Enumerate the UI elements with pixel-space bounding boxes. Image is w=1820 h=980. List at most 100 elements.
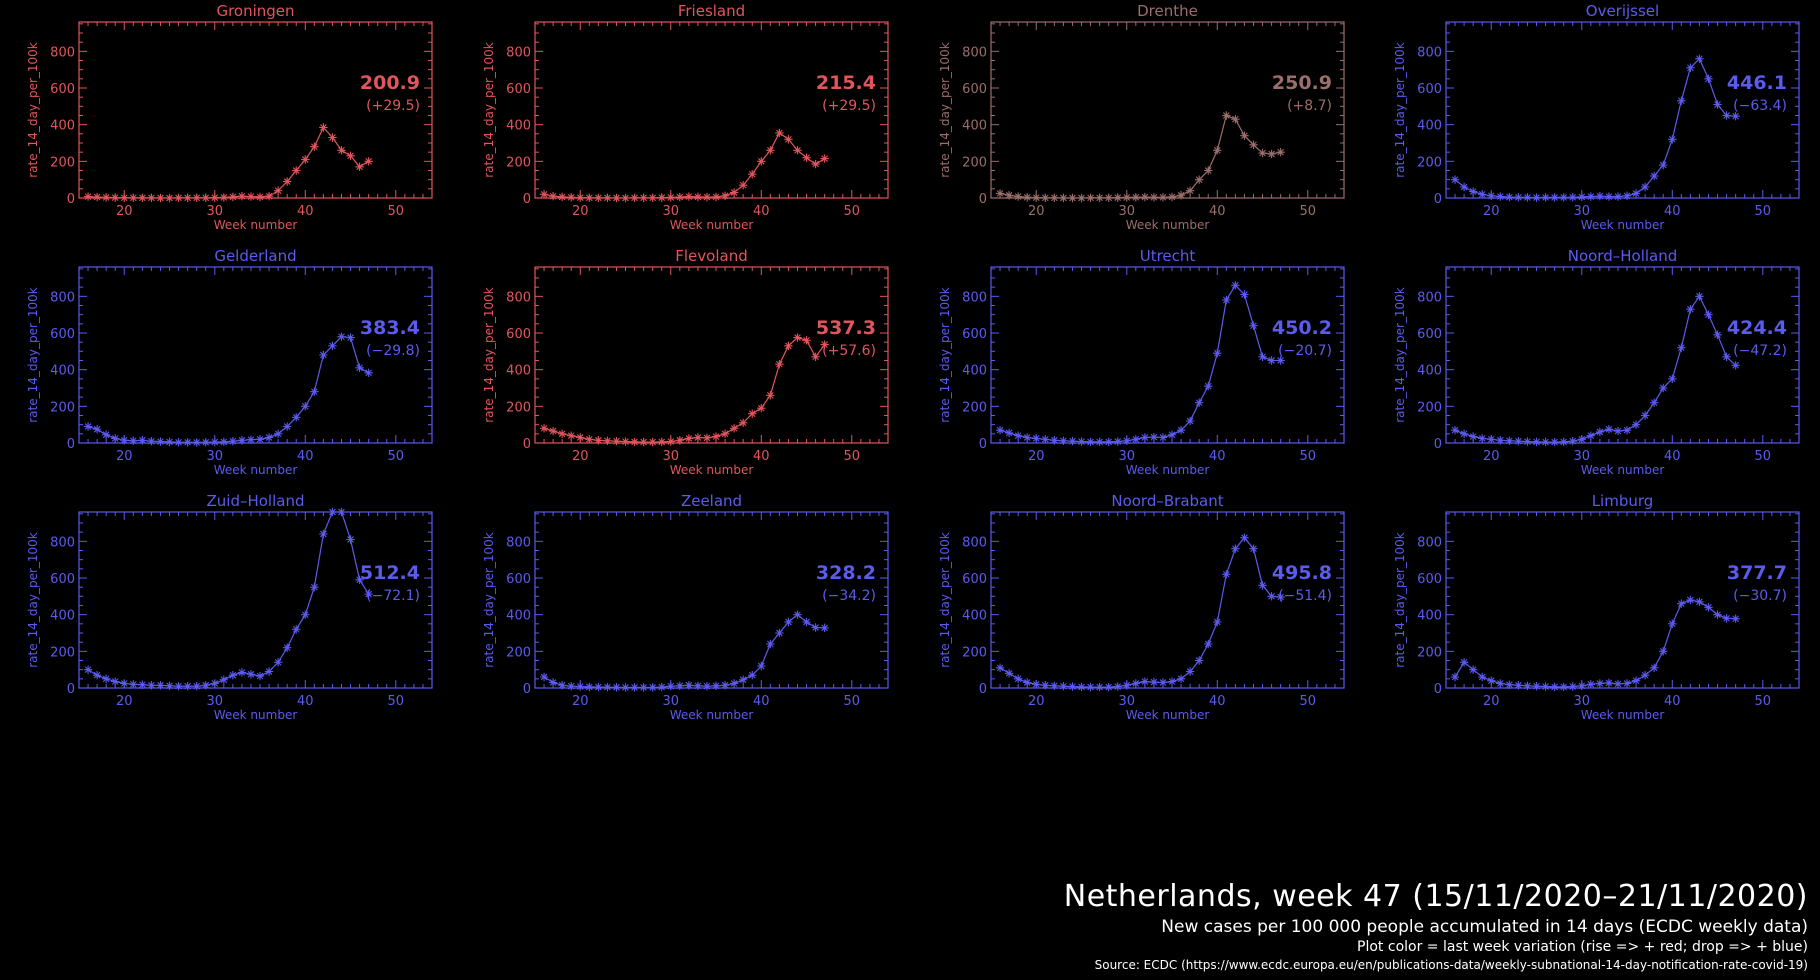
data-point — [1640, 182, 1650, 192]
y-tick-label: 200 — [1417, 400, 1442, 415]
data-point — [174, 193, 183, 203]
data-point — [264, 191, 274, 201]
data-point — [1459, 182, 1469, 192]
data-point — [219, 675, 229, 684]
data-point — [1185, 667, 1195, 676]
data-point — [92, 670, 102, 680]
data-point — [219, 193, 229, 202]
data-point — [1568, 682, 1577, 691]
data-point — [1640, 411, 1650, 420]
data-point — [757, 157, 766, 166]
data-point — [639, 193, 648, 203]
y-axis-label: rate_14_day_per_100k — [26, 42, 40, 178]
data-point — [210, 437, 219, 447]
data-point — [1204, 639, 1213, 649]
data-point — [1722, 111, 1731, 120]
data-point — [292, 166, 301, 175]
data-point — [811, 352, 820, 362]
data-point — [1086, 682, 1095, 692]
x-tick-label: 30 — [1573, 694, 1590, 709]
data-point — [1649, 398, 1659, 407]
data-point — [1158, 678, 1168, 687]
data-point — [1194, 656, 1204, 665]
plot-frame — [990, 266, 1345, 444]
data-point — [1505, 680, 1514, 689]
data-point — [1622, 679, 1632, 688]
series-line — [999, 536, 1281, 688]
data-point — [1668, 619, 1677, 629]
data-point — [1704, 74, 1713, 84]
data-point — [1450, 175, 1460, 184]
y-tick-label: 200 — [962, 645, 987, 660]
data-point — [802, 153, 811, 162]
y-axis-label: rate_14_day_per_100k — [26, 287, 40, 423]
data-point — [1487, 191, 1496, 200]
data-point — [766, 391, 775, 400]
data-point — [364, 589, 373, 599]
x-axis-label: Week number — [1581, 463, 1665, 477]
data-point — [1577, 192, 1586, 202]
data-point — [1695, 597, 1704, 607]
data-point — [1478, 672, 1487, 682]
data-point — [1140, 677, 1150, 686]
last-value-label: 383.4 — [360, 317, 420, 339]
plot-frame — [990, 21, 1345, 199]
data-point — [621, 683, 630, 692]
data-point — [1514, 436, 1523, 446]
data-point — [1631, 189, 1641, 198]
data-point — [1176, 191, 1186, 200]
data-point — [1122, 681, 1131, 690]
y-axis-label: rate_14_day_per_100k — [482, 532, 496, 668]
data-point — [567, 193, 576, 202]
data-point — [301, 610, 310, 619]
data-point — [1050, 193, 1059, 203]
panel-title: Utrecht — [1140, 247, 1196, 265]
data-point — [346, 333, 355, 342]
data-point — [292, 625, 301, 634]
data-point — [165, 437, 174, 447]
data-point — [1505, 192, 1514, 202]
x-tick-label: 40 — [297, 449, 314, 464]
panel-title: Overijssel — [1586, 2, 1659, 20]
data-point — [1077, 193, 1086, 203]
data-point — [585, 193, 594, 203]
data-point — [1586, 192, 1596, 201]
data-point — [1068, 436, 1077, 446]
data-point — [346, 151, 355, 161]
data-point — [720, 191, 730, 200]
y-tick-label: 800 — [1417, 290, 1442, 305]
data-point — [111, 677, 120, 686]
data-point — [264, 433, 274, 442]
data-point — [120, 679, 129, 688]
data-point — [693, 433, 703, 442]
data-point — [1167, 677, 1177, 686]
y-tick-label: 600 — [506, 327, 531, 342]
data-point — [192, 438, 201, 447]
data-point — [766, 639, 775, 649]
data-point — [1095, 682, 1104, 692]
data-point — [346, 535, 355, 544]
y-axis-label: rate_14_day_per_100k — [1393, 42, 1407, 178]
data-point — [557, 192, 567, 202]
x-tick-label: 30 — [1573, 449, 1590, 464]
data-point — [557, 681, 567, 690]
data-point — [201, 681, 210, 690]
data-point — [1023, 433, 1032, 442]
data-point — [630, 437, 639, 447]
data-point — [1514, 681, 1523, 690]
data-point — [784, 617, 793, 627]
data-point — [1077, 437, 1086, 446]
data-point — [1450, 425, 1460, 435]
data-point — [1231, 544, 1240, 553]
data-point — [539, 672, 549, 682]
data-point — [1559, 437, 1568, 447]
data-point — [1267, 149, 1276, 159]
data-point — [1631, 420, 1641, 429]
data-point — [784, 135, 793, 144]
data-point — [1013, 431, 1023, 440]
y-tick-label: 400 — [50, 119, 75, 134]
data-point — [1677, 599, 1686, 608]
x-tick-label: 50 — [1300, 694, 1317, 709]
panel-8: Zuid–Holland 20 30 40 50 0 200 400 600 800 Week nu… — [26, 492, 433, 722]
data-point — [684, 192, 694, 201]
